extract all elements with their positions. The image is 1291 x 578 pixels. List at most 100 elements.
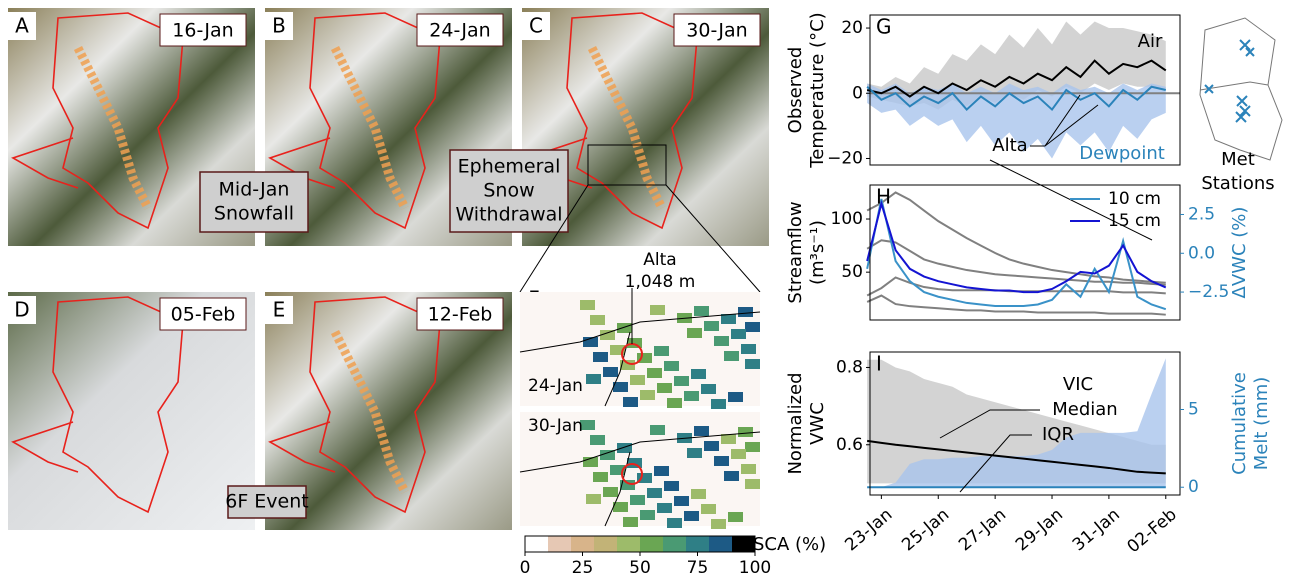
x-tick-label: 31-Jan bbox=[1069, 505, 1124, 556]
y-tick-label: 0.6 bbox=[836, 435, 863, 455]
colorbar-bin bbox=[525, 536, 549, 552]
x-tick-label: 100 bbox=[739, 558, 771, 578]
panel-letter: A bbox=[15, 14, 29, 38]
sca-patch bbox=[731, 449, 746, 459]
colorbar-bin bbox=[709, 536, 733, 552]
sca-patch bbox=[647, 368, 662, 378]
sca-patch bbox=[728, 392, 743, 402]
sca-patch bbox=[701, 384, 716, 394]
x-tick-label: 50 bbox=[629, 558, 651, 578]
site-label: 1,048 m bbox=[625, 272, 696, 292]
colorbar-bin bbox=[663, 536, 687, 552]
sca-patch bbox=[623, 517, 638, 527]
sca-patch bbox=[664, 481, 679, 491]
sca-patch bbox=[745, 479, 760, 489]
sca-patch bbox=[667, 398, 682, 408]
y-tick-label: 0 bbox=[852, 83, 863, 103]
inset-label: Met bbox=[1221, 149, 1255, 170]
sca-patch bbox=[704, 321, 719, 331]
sca-patch bbox=[640, 510, 655, 520]
sca-patch bbox=[745, 359, 760, 369]
sca-patch bbox=[650, 425, 665, 435]
sca-patch bbox=[731, 329, 746, 339]
y-tick-label: 20 bbox=[841, 18, 863, 38]
legend-label: 15 cm bbox=[1108, 211, 1161, 231]
figure: A16-JanB24-JanC30-JanD05-FebE12-FebMid-J… bbox=[0, 0, 1291, 578]
sca-patch bbox=[701, 504, 716, 514]
callout-text: Ephemeral bbox=[458, 156, 561, 178]
sca-patch bbox=[724, 471, 739, 481]
x-tick-label: 25 bbox=[572, 558, 594, 578]
colorbar-bin bbox=[548, 536, 572, 552]
inset-label: Stations bbox=[1201, 173, 1274, 194]
panel-letter: E bbox=[273, 298, 286, 322]
x-tick-label: 02-Feb bbox=[1124, 505, 1181, 558]
y-tick-label: 0.8 bbox=[836, 357, 863, 377]
colorbar-bin bbox=[571, 536, 595, 552]
sca-patch bbox=[623, 397, 638, 407]
sca-patch bbox=[664, 361, 679, 371]
sca-patch bbox=[687, 328, 702, 338]
colorbar-bin bbox=[732, 536, 756, 552]
sca-patch bbox=[684, 511, 699, 521]
colorbar-bin bbox=[640, 536, 664, 552]
sca-patch bbox=[694, 306, 709, 316]
y2-axis-label: ΔVWC (%) bbox=[1229, 207, 1250, 299]
sca-patch bbox=[724, 351, 739, 361]
colorbar-bin bbox=[686, 536, 710, 552]
colorbar-bin bbox=[617, 536, 641, 552]
sca-patch bbox=[711, 519, 726, 529]
y-axis-label: VWC bbox=[807, 402, 828, 445]
sca-patch bbox=[711, 399, 726, 409]
y2-axis-label: Cumulative bbox=[1229, 372, 1250, 475]
sca-patch bbox=[738, 427, 753, 437]
y2-tick-label: 5 bbox=[1188, 400, 1199, 420]
series-label: Air bbox=[1138, 31, 1163, 52]
sca-patch bbox=[657, 383, 672, 393]
sca-patch bbox=[590, 435, 605, 445]
x-tick-label: 0 bbox=[520, 558, 531, 578]
y-axis-label: Observed bbox=[785, 47, 806, 134]
panel-letter: H bbox=[876, 185, 891, 209]
sca-patch bbox=[741, 464, 756, 474]
sca-patch bbox=[674, 376, 689, 386]
callout-text: 6F Event bbox=[225, 491, 309, 513]
callout-text: Withdrawal bbox=[455, 204, 562, 226]
sca-patch bbox=[650, 305, 665, 315]
annotation: VIC bbox=[1063, 374, 1093, 395]
callout-text: Mid-Jan bbox=[219, 179, 290, 201]
x-tick-label: 29-Jan bbox=[1012, 505, 1067, 556]
sca-patch bbox=[647, 488, 662, 498]
y2-tick-label: 2.5 bbox=[1188, 204, 1215, 224]
y2-axis-label: Melt (mm) bbox=[1251, 377, 1272, 471]
sca-patch bbox=[593, 472, 608, 482]
sca-patch bbox=[603, 487, 618, 497]
panel-date: 12-Feb bbox=[428, 304, 493, 326]
sca-patch bbox=[745, 322, 760, 332]
sca-patch bbox=[586, 374, 601, 384]
sca-patch bbox=[684, 391, 699, 401]
sca-patch bbox=[745, 442, 760, 452]
y-axis-label: (m³s⁻¹) bbox=[807, 220, 828, 285]
sca-patch bbox=[630, 495, 645, 505]
sca-patch bbox=[630, 375, 645, 385]
sca-patch bbox=[640, 390, 655, 400]
sca-patch bbox=[580, 300, 595, 310]
sca-patch bbox=[586, 494, 601, 504]
sca-patch bbox=[674, 496, 689, 506]
panel-date: 30-Jan bbox=[686, 20, 747, 42]
sca-patch bbox=[741, 344, 756, 354]
legend-label: 10 cm bbox=[1108, 189, 1161, 209]
panel-letter: B bbox=[272, 14, 286, 38]
callout-text: Snowfall bbox=[214, 203, 294, 225]
y-axis-label: Streamflow bbox=[785, 201, 806, 303]
sca-patch bbox=[714, 336, 729, 346]
annotation: IQR bbox=[1042, 424, 1074, 445]
sca-patch bbox=[657, 503, 672, 513]
sca-patch bbox=[590, 315, 605, 325]
colorbar-label: SCA (%) bbox=[753, 534, 826, 555]
annotation: Alta bbox=[992, 135, 1027, 156]
panel-date: 24-Jan bbox=[429, 20, 490, 42]
sca-patch bbox=[617, 443, 632, 453]
site-label: Alta bbox=[643, 250, 676, 270]
